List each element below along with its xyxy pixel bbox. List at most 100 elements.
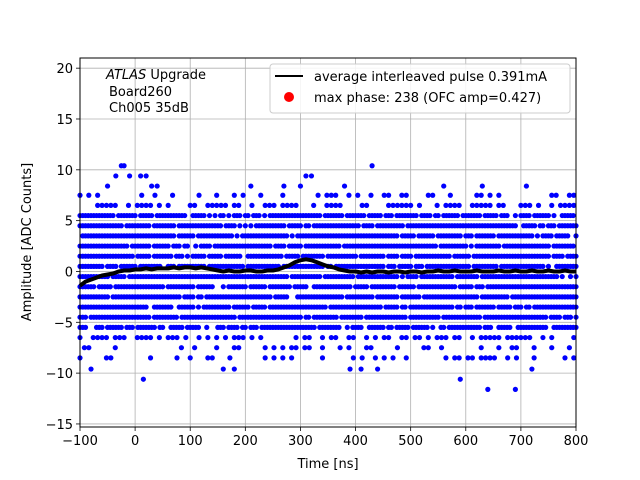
sample-point (424, 324, 430, 330)
sample-point (262, 345, 268, 351)
sample-point (465, 355, 471, 361)
sample-point (206, 243, 213, 249)
sample-point (169, 334, 176, 341)
sample-point (143, 202, 149, 208)
sample-point (399, 223, 405, 229)
sample-point (391, 284, 397, 290)
sample-point (198, 294, 204, 300)
sample-point (408, 263, 414, 269)
sample-point (386, 334, 392, 341)
sample-point (81, 345, 88, 351)
sample-point (386, 192, 392, 198)
x-tick-label: 800 (564, 434, 589, 449)
sample-point (236, 334, 242, 341)
sample-point (567, 314, 574, 320)
sample-point (377, 212, 383, 219)
average-pulse-line (78, 257, 576, 288)
sample-point (390, 355, 396, 361)
sample-point (491, 334, 498, 341)
sample-point (196, 334, 202, 341)
sample-point (490, 233, 496, 239)
sample-point (478, 355, 484, 361)
sample-point (253, 324, 259, 330)
sample-point (512, 212, 518, 219)
sample-point (222, 202, 229, 208)
sample-point (570, 243, 576, 249)
sample-point (432, 243, 439, 249)
legend-marker-swatch (284, 92, 294, 102)
sample-point (531, 345, 537, 351)
sample-point (545, 243, 552, 249)
sample-point (86, 192, 92, 198)
sample-point (86, 345, 92, 351)
sample-point (363, 202, 370, 208)
sample-point (95, 334, 101, 341)
sample-point (443, 202, 449, 208)
sample-point (134, 334, 140, 341)
sample-point (551, 223, 557, 229)
sample-point (249, 202, 255, 208)
sample-point (474, 294, 480, 300)
sample-point (483, 355, 489, 361)
sample-point (271, 202, 277, 208)
sample-point (319, 355, 326, 361)
outlier-point (154, 183, 160, 189)
sample-point (336, 324, 342, 330)
annotation-line-1: ATLAS Upgrade (105, 68, 206, 83)
sample-point (302, 345, 308, 351)
sample-point (245, 304, 251, 310)
sample-point (363, 284, 370, 290)
sample-point (302, 334, 308, 341)
sample-point (306, 345, 312, 351)
sample-point (234, 324, 240, 330)
sample-point (390, 202, 396, 208)
sample-point (103, 202, 110, 208)
sample-point (297, 223, 304, 229)
sample-point (220, 284, 226, 290)
sample-point (205, 355, 211, 361)
outlier-point (512, 386, 518, 392)
sample-point (174, 355, 180, 361)
sample-point (468, 243, 474, 249)
sample-point (421, 345, 427, 351)
sample-point (391, 263, 397, 269)
sample-point (399, 334, 405, 341)
outlier-point (358, 366, 364, 372)
sample-point (412, 334, 418, 341)
outlier-point (248, 183, 254, 189)
sample-point (231, 223, 237, 229)
sample-point (350, 334, 356, 341)
sample-point (306, 223, 312, 229)
sample-point (361, 212, 367, 219)
sample-point (173, 314, 180, 320)
outlier-point (441, 183, 447, 189)
sample-point (355, 223, 361, 229)
sample-point (447, 192, 453, 198)
sample-point (134, 202, 140, 208)
sample-point (434, 202, 440, 208)
sample-point (368, 345, 374, 351)
sample-point (394, 294, 400, 300)
sample-point (121, 334, 127, 341)
sample-point (168, 304, 174, 310)
sample-point (226, 304, 232, 310)
outlier-point (127, 173, 133, 179)
sample-point (284, 233, 290, 239)
sample-point (242, 324, 248, 330)
y-axis-label: Amplitude [ADC Counts] (20, 163, 35, 321)
sample-point (112, 202, 118, 208)
outlier-point (138, 173, 144, 179)
sample-point (487, 334, 493, 341)
sample-point (447, 202, 453, 208)
sample-point (113, 263, 119, 269)
sample-point (110, 212, 116, 219)
sample-point (297, 243, 304, 249)
sample-point (425, 192, 431, 198)
sample-point (151, 324, 157, 330)
x-axis-label: Time [ns] (296, 457, 358, 472)
sample-point (465, 253, 472, 259)
sample-point (196, 192, 202, 198)
sample-point (236, 345, 242, 351)
sample-point (179, 324, 185, 330)
sample-point (377, 304, 383, 310)
